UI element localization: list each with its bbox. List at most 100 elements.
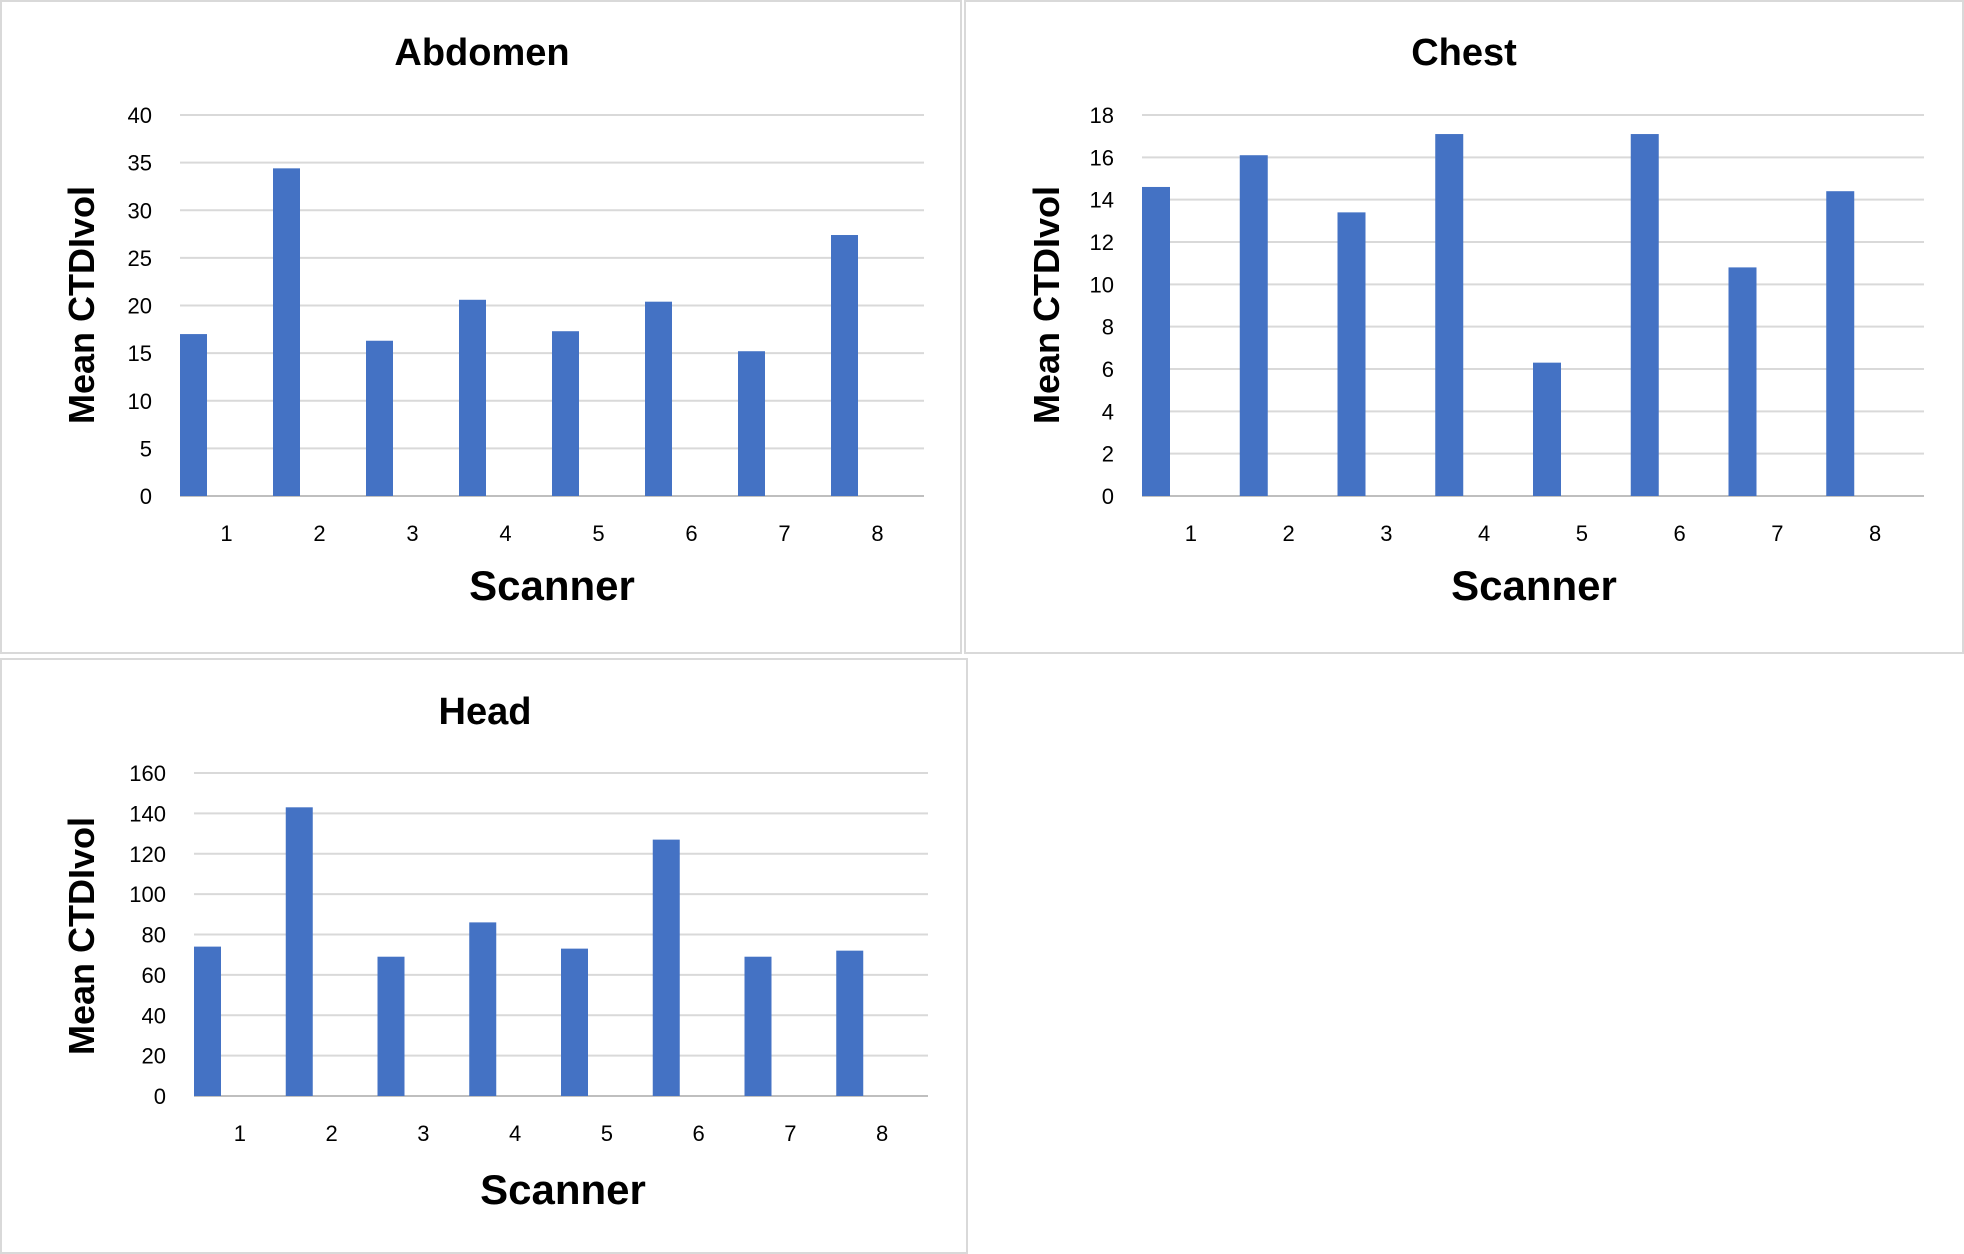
x-tick-label: 1 [220,521,232,546]
bar-scanner-7 [738,351,765,496]
bar-scanner-6 [645,301,672,496]
y-tick-labels: 0 2 4 6 8 10 12 14 16 18 [1090,103,1114,509]
x-axis-label: Scanner [480,1166,646,1213]
x-tick-label: 6 [693,1121,705,1146]
x-tick-label: 2 [313,521,325,546]
y-tick-label: 16 [1090,145,1114,170]
x-tick-label: 4 [509,1121,521,1146]
x-tick-label: 3 [1380,521,1392,546]
bar-scanner-8 [836,950,864,1096]
bars [1142,134,1855,497]
y-tick-label: 4 [1102,399,1114,424]
bar-scanner-3 [377,956,405,1096]
y-tick-label: 40 [128,103,152,128]
x-tick-label: 7 [1771,521,1783,546]
y-tick-label: 0 [140,484,152,509]
y-tick-label: 0 [1102,484,1114,509]
chart-title: Abdomen [394,32,569,74]
x-tick-labels: 1 2 3 4 5 6 7 8 [234,1121,889,1146]
chest-chart-svg: Chest Mean CTDIvol Scanner 0246810121416… [1026,32,1924,609]
y-tick-label: 140 [129,801,166,826]
bar-scanner-5 [1533,362,1561,496]
bar-scanner-7 [744,956,772,1096]
y-tick-label: 2 [1102,442,1114,467]
bar-scanner-3 [366,340,393,496]
bar-scanner-8 [831,235,858,496]
bars [180,168,858,496]
x-tick-labels: 1 2 3 4 5 6 7 8 [1185,521,1882,546]
bar-scanner-6 [652,839,680,1096]
bar-scanner-1 [194,946,221,1096]
y-tick-label: 10 [128,389,152,414]
x-axis-label: Scanner [469,562,635,609]
y-tick-label: 40 [142,1003,166,1028]
x-tick-label: 7 [778,521,790,546]
x-tick-label: 5 [601,1121,613,1146]
bar-scanner-6 [1630,134,1659,497]
x-tick-label: 7 [784,1121,796,1146]
y-tick-label: 20 [142,1044,166,1069]
y-tick-label: 5 [140,436,152,461]
y-tick-label: 15 [128,341,152,366]
bar-scanner-4 [459,299,486,496]
y-tick-label: 60 [142,963,166,988]
x-tick-label: 6 [1674,521,1686,546]
y-axis-label: Mean CTDIvol [61,186,102,424]
chart-panel-head: Head Mean CTDIvol Scanner 0 20 40 60 80 100 1 2… [0,658,968,1254]
y-tick-labels: 0 5 10 15 20 25 30 35 40 [128,103,152,509]
y-tick-labels: 0 20 40 60 80 100 120 140 160 [129,761,166,1109]
y-tick-label: 18 [1090,103,1114,128]
y-tick-label: 35 [128,151,152,176]
x-tick-label: 1 [234,1121,246,1146]
bar-scanner-7 [1728,267,1757,496]
bar-scanner-5 [552,331,579,496]
bar-scanner-2 [1239,155,1268,496]
y-axis-label: Mean CTDIvol [61,817,102,1055]
bar-scanner-8 [1826,191,1855,496]
y-tick-label: 10 [1090,272,1114,297]
y-tick-label: 30 [128,198,152,223]
x-tick-label: 2 [1283,521,1295,546]
y-tick-label: 8 [1102,315,1114,340]
x-tick-label: 6 [685,521,697,546]
y-tick-label: 160 [129,761,166,786]
x-tick-label: 5 [592,521,604,546]
x-tick-label: 8 [876,1121,888,1146]
head-chart-svg: Head Mean CTDIvol Scanner 0 20 40 60 80 100 1 2… [61,691,928,1213]
bar-scanner-1 [1142,186,1170,496]
bar-scanner-3 [1337,212,1366,496]
y-tick-label: 25 [128,246,152,271]
x-tick-label: 3 [417,1121,429,1146]
x-tick-label: 4 [1478,521,1490,546]
y-tick-label: 14 [1090,188,1114,213]
abdomen-chart-svg: Abdomen Mean CTDIvol Scanner 05101520253… [61,32,924,609]
x-tick-label: 8 [871,521,883,546]
x-tick-label: 8 [1869,521,1881,546]
bar-scanner-5 [561,948,588,1096]
y-tick-label: 0 [154,1084,166,1109]
bars [194,807,864,1096]
chart-title: Chest [1411,32,1517,74]
x-axis-label: Scanner [1451,562,1617,609]
bar-scanner-2 [285,807,313,1096]
x-tick-labels: 1 2 3 4 5 6 7 8 [220,521,883,546]
y-axis-label: Mean CTDIvol [1026,186,1067,424]
chart-panel-abdomen: Abdomen Mean CTDIvol Scanner 0 5 10 15 20 25 3… [0,0,962,654]
bar-scanner-4 [469,922,497,1096]
gridlines [180,114,924,497]
x-tick-label: 2 [326,1121,338,1146]
bar-scanner-4 [1435,134,1464,497]
y-tick-label: 100 [129,882,166,907]
x-tick-label: 3 [406,521,418,546]
chart-title: Head [439,691,532,733]
y-tick-label: 6 [1102,357,1114,382]
bar-scanner-1 [180,334,207,496]
y-tick-label: 20 [128,294,152,319]
x-tick-label: 4 [499,521,511,546]
y-tick-label: 80 [142,923,166,948]
bar-scanner-2 [273,168,300,496]
chart-panel-chest: Chest Mean CTDIvol Scanner 0 2 4 6 8 10 12 14 16… [964,0,1964,654]
x-tick-label: 5 [1576,521,1588,546]
y-tick-label: 12 [1090,230,1114,255]
x-tick-label: 1 [1185,521,1197,546]
